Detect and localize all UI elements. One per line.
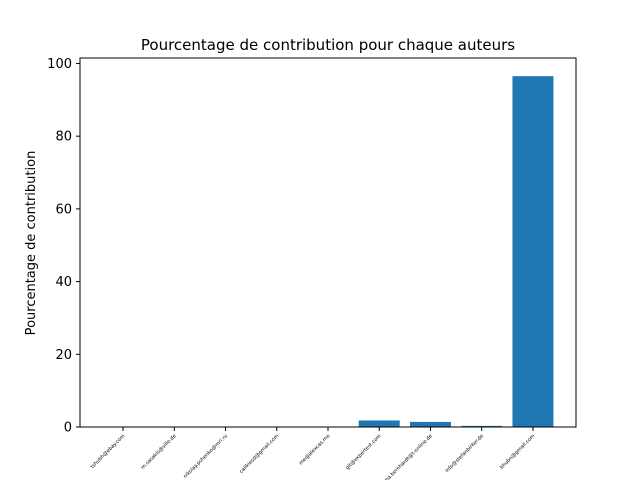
x-tick-label: tshubh@ebay.com xyxy=(90,433,127,470)
x-tick-label: me@alexcas.me xyxy=(298,433,331,466)
x-tick-label: ma.bernhardt@t-online.de xyxy=(383,433,434,480)
y-tick-label: 0 xyxy=(64,421,72,436)
y-axis-label: Pourcentage de contribution xyxy=(24,151,39,336)
plot-frame xyxy=(79,57,577,428)
x-tick-label: nikolay.pshenko@mri.ru xyxy=(182,433,228,479)
bar-8 xyxy=(512,76,554,428)
y-tick-label: 20 xyxy=(55,348,72,363)
x-tick-label: git@expertest.com xyxy=(345,433,383,471)
y-tick-label: 100 xyxy=(47,57,72,72)
bar-7 xyxy=(461,425,503,427)
x-tick-label: calikiesd@gmail.com xyxy=(239,433,281,475)
bar-6 xyxy=(409,421,451,427)
x-tick-label: m.sasakis@sillo.de xyxy=(140,433,178,471)
y-tick-label: 60 xyxy=(55,202,72,217)
y-tick-label: 40 xyxy=(55,275,72,290)
chart-title: Pourcentage de contribution pour chaque … xyxy=(141,36,515,54)
x-tick-label: info@stefanbirker.de xyxy=(444,433,485,474)
x-axis: tshubh@ebay.com m.sasakis@sillo.de nikolay… xyxy=(90,427,537,484)
bars-layer xyxy=(358,76,554,428)
bar-5 xyxy=(358,420,400,427)
y-axis: 0 20 40 60 80 100 xyxy=(47,57,80,436)
y-tick-label: 80 xyxy=(55,130,72,145)
x-tick-label: bhubn@gmail.com xyxy=(499,433,537,471)
